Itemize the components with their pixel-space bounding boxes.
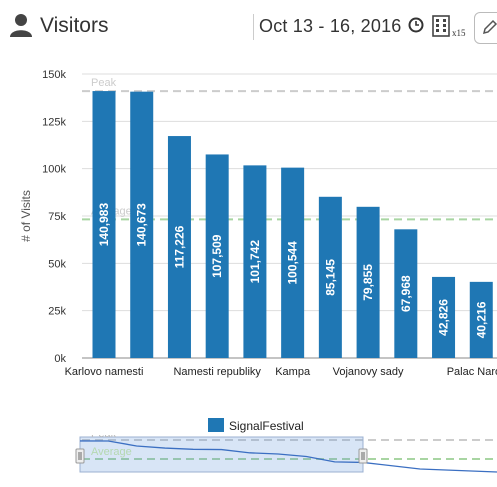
x-category-label: Karlovo namesti: [65, 366, 144, 378]
user-icon: [10, 14, 32, 37]
bar[interactable]: [130, 91, 154, 358]
bar[interactable]: [318, 196, 342, 358]
clock-icon[interactable]: [408, 17, 424, 33]
bar[interactable]: [167, 136, 191, 358]
reference-label: Peak: [91, 77, 117, 89]
bar-value-label: 107,509: [210, 234, 224, 278]
bar-value-label: 100,544: [286, 241, 300, 285]
y-axis-label: # of Visits: [19, 190, 33, 242]
bar-value-label: 79,855: [361, 264, 375, 301]
header-divider: [253, 14, 254, 40]
bar-value-label: 40,216: [474, 301, 488, 338]
bar[interactable]: [432, 276, 456, 358]
navigator-handle[interactable]: [75, 448, 85, 464]
x-category-label: Palac Narodni: [447, 366, 497, 378]
building-count: x15: [452, 28, 466, 38]
edit-button[interactable]: [474, 12, 497, 44]
range-navigator[interactable]: Peak Average: [0, 435, 497, 487]
bar[interactable]: [469, 281, 493, 358]
pencil-icon: [482, 19, 497, 35]
y-tick-label: 75k: [48, 211, 66, 223]
bar-value-label: 101,742: [248, 240, 262, 284]
bar[interactable]: [356, 206, 380, 358]
widget-header: Visitors Oct 13 - 16, 2016 x15: [0, 0, 497, 52]
bar-value-label: 140,673: [135, 203, 149, 247]
y-tick-label: 150k: [42, 69, 66, 81]
bar[interactable]: [205, 154, 229, 358]
x-category-label: Kampa: [275, 366, 311, 378]
navigator-peak-label: Peak: [91, 435, 117, 440]
navigator-average-label: Average: [91, 446, 132, 458]
building-icon[interactable]: [432, 15, 450, 37]
y-tick-label: 125k: [42, 116, 66, 128]
y-tick-label: 25k: [48, 306, 66, 318]
bar-value-label: 85,145: [323, 259, 337, 296]
bar[interactable]: [92, 91, 116, 358]
bar-value-label: 117,226: [172, 225, 186, 268]
navigator-handle[interactable]: [358, 448, 368, 464]
legend-label[interactable]: SignalFestival: [229, 419, 304, 433]
widget-title: Visitors: [40, 14, 109, 37]
navigator-selection[interactable]: [79, 436, 364, 473]
y-tick-label: 100k: [42, 164, 66, 176]
y-tick-label: 50k: [48, 258, 66, 270]
legend-swatch[interactable]: [208, 418, 224, 432]
bar[interactable]: [243, 165, 267, 358]
bar-value-label: 140,983: [97, 203, 111, 247]
x-category-label: Vojanovy sady: [333, 366, 404, 378]
bar[interactable]: [281, 167, 305, 358]
bar-value-label: 67,968: [399, 275, 413, 312]
bar[interactable]: [394, 229, 418, 358]
date-range[interactable]: Oct 13 - 16, 2016: [259, 16, 402, 36]
y-tick-label: 0k: [54, 353, 66, 365]
x-category-label: Namesti republiky: [173, 366, 261, 378]
bar-value-label: 42,826: [437, 299, 451, 336]
